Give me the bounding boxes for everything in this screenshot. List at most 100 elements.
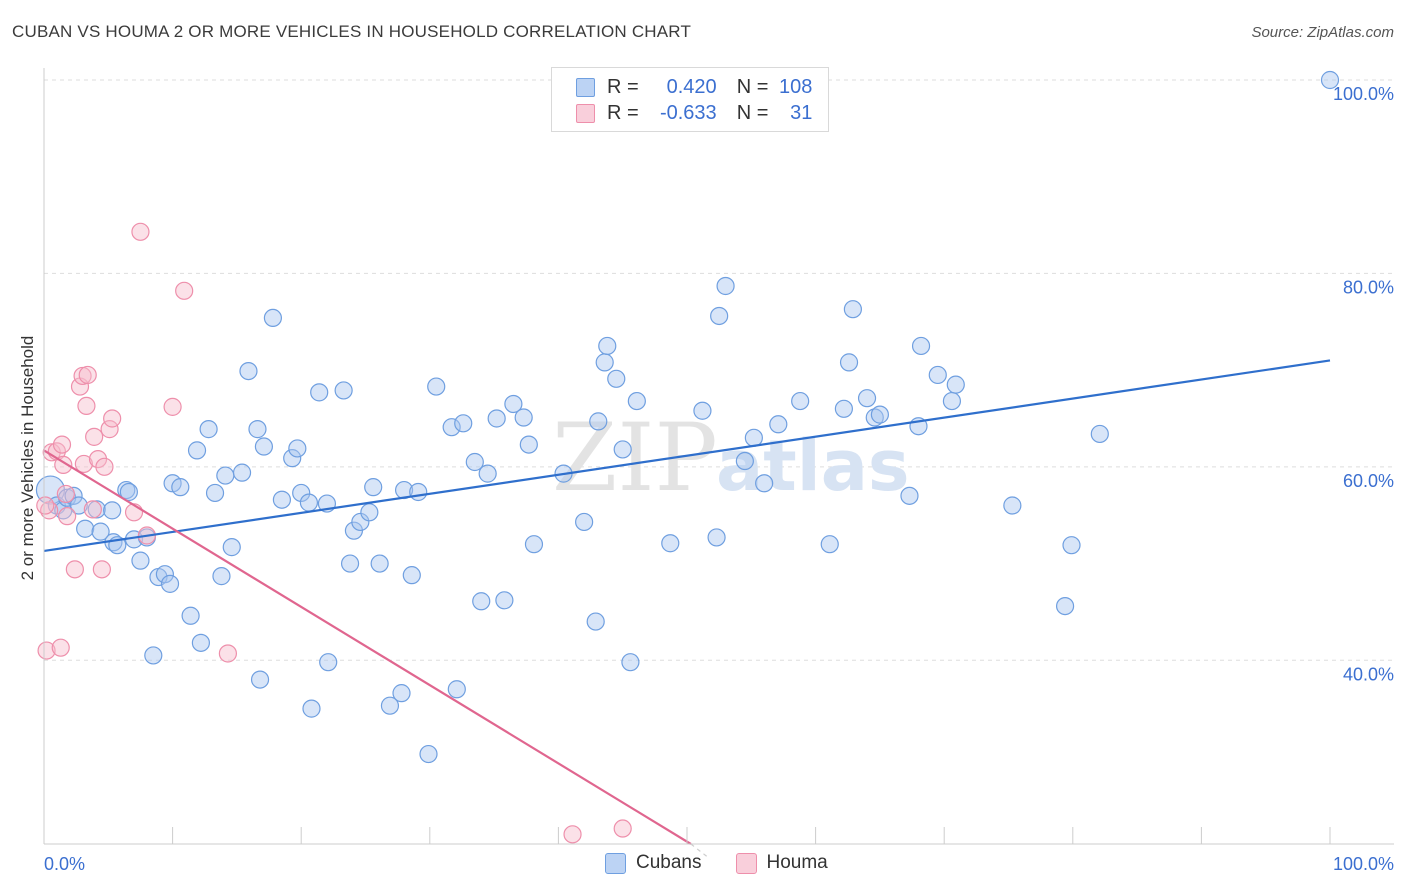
houma-point xyxy=(73,366,92,386)
cubans-point xyxy=(478,464,497,483)
cubans-point xyxy=(524,535,544,554)
cubans-point xyxy=(1003,496,1022,515)
cubans-point xyxy=(222,538,241,557)
cubans-point xyxy=(419,744,438,764)
cubans-point xyxy=(76,519,95,538)
x-tick-label: 0.0% xyxy=(44,854,85,874)
cubans-point xyxy=(839,353,859,372)
cubans-point xyxy=(402,566,421,585)
houma-point xyxy=(78,365,97,385)
houma-point xyxy=(37,641,56,660)
houma-point xyxy=(65,560,84,579)
cubans-point xyxy=(205,483,225,503)
cubans-point xyxy=(191,633,210,652)
houma-point xyxy=(51,638,70,657)
y-tick-label: 100.0% xyxy=(1333,84,1394,104)
cubans-point xyxy=(843,300,862,319)
cubans-point xyxy=(621,653,640,672)
legend-item-cubans: Cubans xyxy=(605,852,702,874)
cubans-point xyxy=(69,496,88,515)
cubans-point xyxy=(370,554,389,573)
cubans-point xyxy=(911,336,931,356)
cubans-point xyxy=(427,377,446,396)
series-houma xyxy=(36,222,632,844)
legend-n-value: 108 xyxy=(779,75,813,98)
legend-row-cubans: R = 0.420 N = 108 xyxy=(576,74,812,100)
cubans-point xyxy=(216,466,235,485)
cubans-point xyxy=(442,418,461,437)
houma-point xyxy=(131,222,150,241)
legend-r-value: 0.420 xyxy=(666,75,717,98)
cubans-point xyxy=(340,554,360,573)
legend-r-value: -0.633 xyxy=(659,101,717,124)
houma-point xyxy=(52,435,72,454)
cubans-point xyxy=(519,435,538,454)
cubans-point xyxy=(627,391,646,411)
cubans-point xyxy=(575,512,594,532)
cubans-point xyxy=(160,574,180,593)
cubans-point xyxy=(1055,596,1075,616)
cubans-point xyxy=(254,437,274,456)
series-legend: Cubans Houma xyxy=(605,852,862,874)
cubans-point xyxy=(900,486,919,505)
cubans-legend-label: Cubans xyxy=(636,852,702,873)
houma-point xyxy=(163,397,182,416)
cubans-point xyxy=(820,535,839,554)
houma-legend-label: Houma xyxy=(766,852,828,873)
houma-point xyxy=(58,507,77,526)
cubans-point xyxy=(87,500,106,519)
cubans-point xyxy=(586,612,605,631)
cubans-point xyxy=(364,478,383,497)
houma-point xyxy=(36,496,55,515)
chart-source: Source: ZipAtlas.com xyxy=(1251,24,1394,41)
cubans-point xyxy=(409,482,428,502)
cubans-point xyxy=(248,420,267,439)
cubans-point xyxy=(613,440,632,459)
cubans-point xyxy=(283,449,302,468)
houma-point xyxy=(218,644,237,663)
cubans-point xyxy=(942,391,962,411)
cubans-point xyxy=(199,420,218,439)
legend-item-houma: Houma xyxy=(735,852,828,874)
cubans-legend-swatch xyxy=(605,852,626,874)
cubans-point xyxy=(103,501,122,520)
houma-point xyxy=(85,427,104,446)
houma-trend-extension xyxy=(690,843,710,859)
watermark-atlas: atlas xyxy=(716,425,910,507)
axis-layer: 40.0% 60.0% 80.0% 100.0% 0.0% 100.0% xyxy=(43,68,1394,874)
houma-point xyxy=(563,825,582,844)
cubans-point xyxy=(607,369,626,388)
cubans-point xyxy=(744,428,763,447)
cubans-point xyxy=(131,551,150,570)
cubans-point xyxy=(232,463,252,482)
cubans-point xyxy=(299,493,319,512)
cubans-point xyxy=(589,412,608,431)
y-tick-label: 80.0% xyxy=(1343,277,1394,297)
legend-row-houma: R = -0.633 N = 31 xyxy=(576,100,812,126)
cubans-point xyxy=(707,528,726,547)
cubans-point xyxy=(710,306,729,326)
houma-swatch xyxy=(576,103,595,123)
cubans-point xyxy=(144,646,163,665)
houma-point xyxy=(95,457,114,476)
cubans-point xyxy=(239,361,258,381)
cubans-point xyxy=(454,414,473,433)
cubans-point xyxy=(292,483,311,503)
y-tick-label: 40.0% xyxy=(1343,664,1394,684)
cubans-trend-line xyxy=(43,359,1331,553)
cubans-point xyxy=(514,408,533,427)
cubans-point xyxy=(865,408,884,427)
cubans-point xyxy=(661,534,680,553)
houma-trend-line xyxy=(43,449,692,845)
cubans-point xyxy=(319,653,338,672)
houma-point xyxy=(83,500,102,519)
cubans-point xyxy=(272,490,292,509)
houma-point xyxy=(92,560,111,579)
houma-point xyxy=(103,409,122,428)
cubans-point xyxy=(181,606,200,625)
cubans-point xyxy=(1320,70,1340,90)
cubans-point xyxy=(504,394,523,414)
legend-r-label: R = xyxy=(607,75,639,98)
cubans-point xyxy=(302,699,321,718)
cubans-point xyxy=(755,474,774,493)
